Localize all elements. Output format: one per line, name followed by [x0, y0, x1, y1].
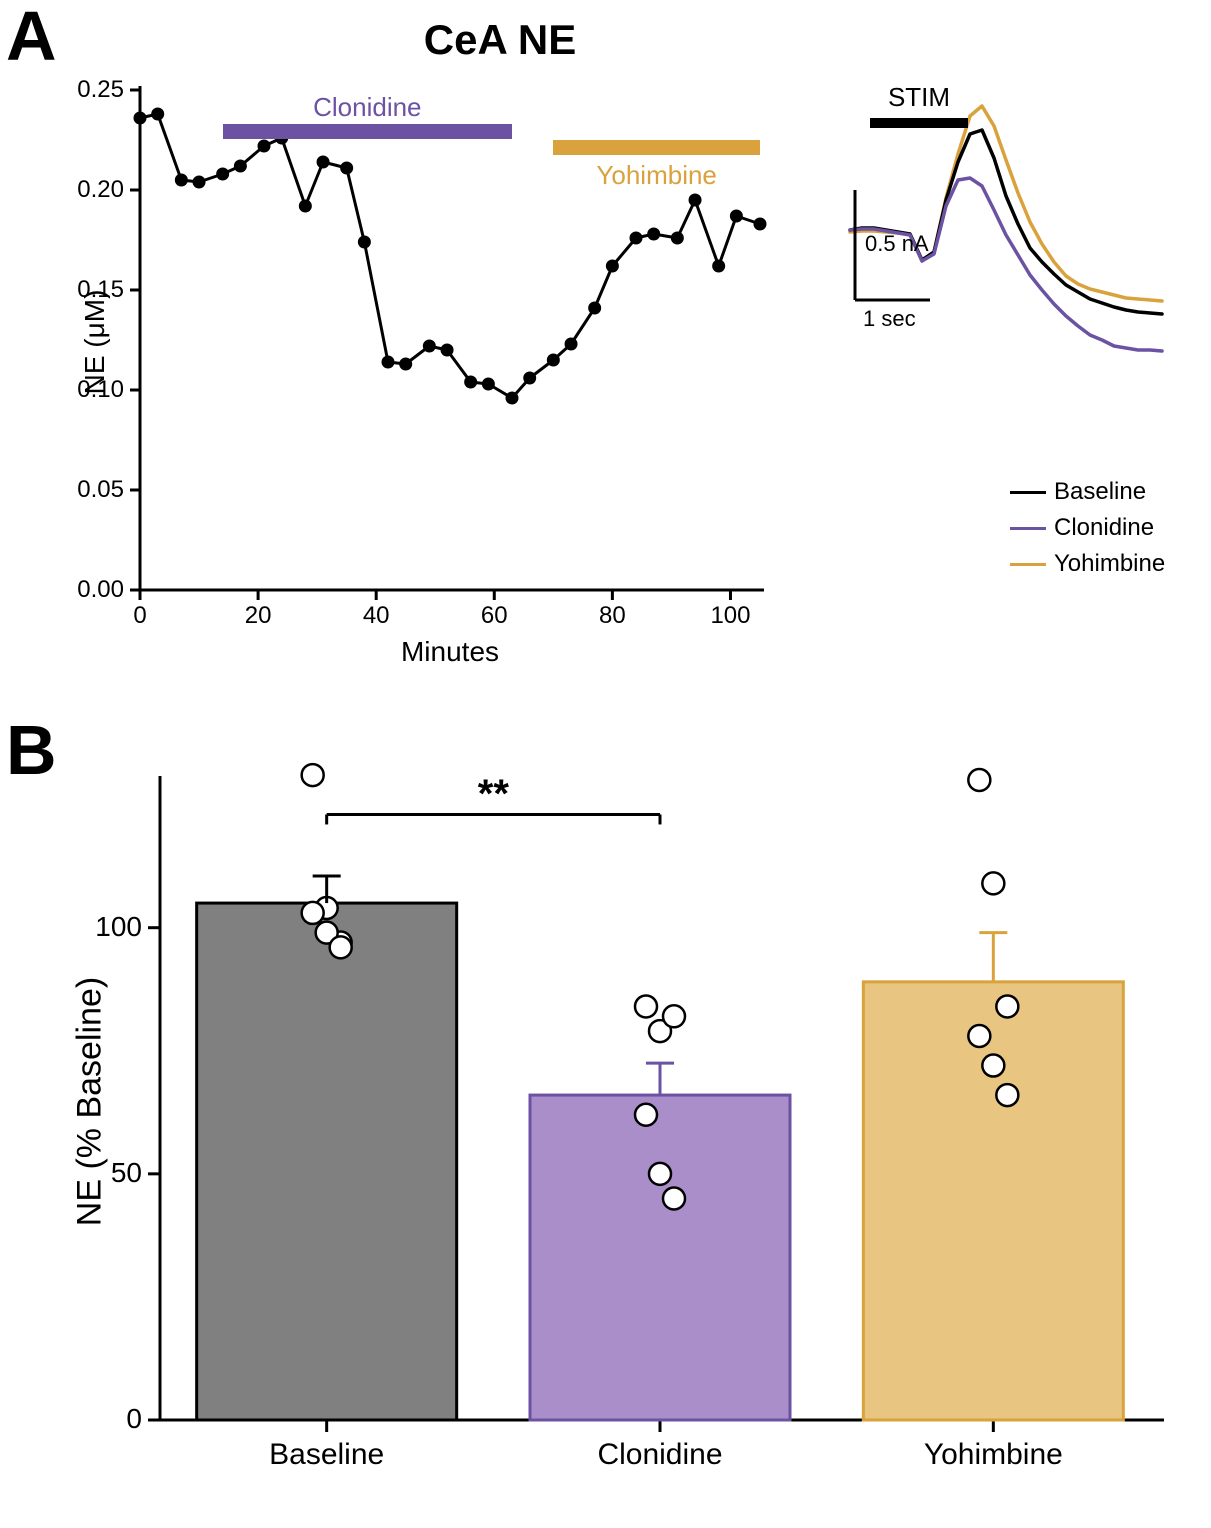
legend-text: Baseline: [1054, 478, 1146, 506]
panel-a-ytick: 0.05: [77, 476, 124, 504]
legend-swatch: [1010, 491, 1046, 494]
panel-a-xlabel: Minutes: [140, 636, 760, 668]
bar-category-label: Baseline: [160, 1438, 493, 1472]
panel-a-xtick: 100: [700, 602, 760, 630]
yohimbine-bar: [553, 140, 760, 155]
legend-text: Yohimbine: [1054, 550, 1165, 578]
panel-b-ytick: 0: [126, 1403, 142, 1435]
panel-b-ylabel: NE (% Baseline): [71, 952, 110, 1252]
panel-a-xtick: 0: [110, 602, 170, 630]
scale-x-label: 1 sec: [863, 306, 916, 332]
panel-b-ytick: 100: [95, 911, 142, 943]
panel-a-xtick: 20: [228, 602, 288, 630]
panel-a-ytick: 0.10: [77, 376, 124, 404]
stim-label: STIM: [866, 82, 972, 113]
significance-label: **: [463, 772, 523, 817]
legend-swatch: [1010, 527, 1046, 530]
panel-b-ytick: 50: [111, 1157, 142, 1189]
panel-a-xtick: 80: [582, 602, 642, 630]
legend-row: Baseline: [1010, 478, 1146, 506]
bar-category-label: Clonidine: [493, 1438, 826, 1472]
legend-swatch: [1010, 563, 1046, 566]
bar-category-label: Yohimbine: [827, 1438, 1160, 1472]
panel-a-ytick: 0.20: [77, 176, 124, 204]
legend-row: Clonidine: [1010, 514, 1154, 542]
panel-a-ytick: 0.00: [77, 576, 124, 604]
yohimbine-label: Yohimbine: [553, 160, 760, 191]
panel-a-ytick: 0.15: [77, 276, 124, 304]
panel-a-xtick: 60: [464, 602, 524, 630]
figure-root: CeA NE A B Clonidine Yohimbine Minutes N…: [0, 0, 1211, 1528]
panel-a-xtick: 40: [346, 602, 406, 630]
clonidine-bar: [223, 124, 512, 139]
legend-row: Yohimbine: [1010, 550, 1165, 578]
legend-text: Clonidine: [1054, 514, 1154, 542]
panel-a-ytick: 0.25: [77, 76, 124, 104]
scale-y-label: 0.5 nA: [865, 231, 929, 257]
annot-layer: [0, 0, 1211, 1528]
clonidine-label: Clonidine: [223, 92, 512, 123]
